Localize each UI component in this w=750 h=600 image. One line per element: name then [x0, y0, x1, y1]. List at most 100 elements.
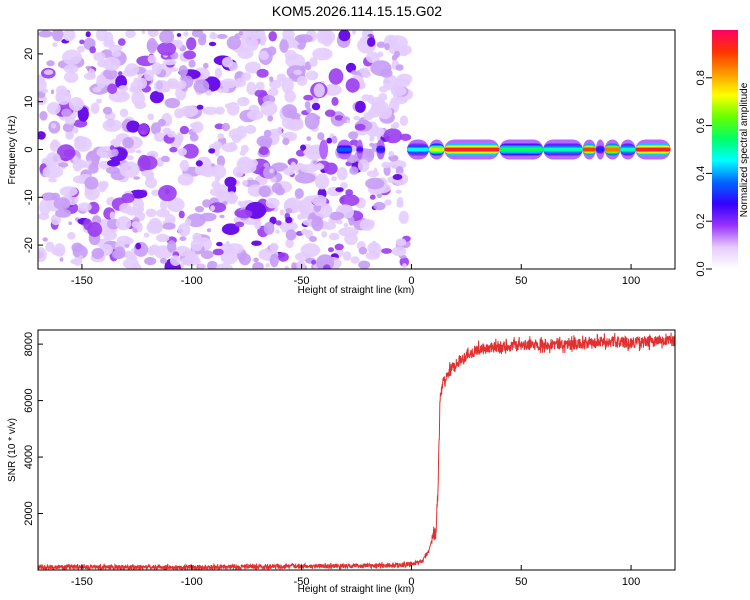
- spectrogram-x-ticks: -150 -100 -50 0 50 100: [71, 264, 640, 287]
- noise-blob: [153, 132, 166, 142]
- noise-blob: [366, 51, 380, 63]
- noise-blob: [206, 228, 212, 233]
- spectrogram-x-tick-label: -150: [71, 275, 93, 287]
- noise-blob: [215, 106, 225, 115]
- noise-blob: [301, 228, 309, 235]
- noise-blob: [300, 164, 318, 174]
- noise-blob: [74, 137, 80, 144]
- noise-blob: [313, 83, 325, 98]
- noise-blob: [269, 128, 283, 137]
- noise-blob: [158, 185, 177, 202]
- noise-blob: [282, 30, 295, 40]
- noise-blob: [210, 205, 216, 212]
- noise-blob: [138, 210, 143, 215]
- noise-blob: [398, 210, 409, 224]
- snr-panel: -150 -100 -50 0 50 100 2000 4000 6000 8000 Heigh…: [7, 329, 676, 595]
- noise-blob: [234, 221, 245, 228]
- noise-blob: [45, 241, 55, 252]
- noise-blob: [131, 91, 146, 106]
- noise-blob: [157, 118, 166, 127]
- noise-blob: [188, 59, 196, 68]
- noise-blob: [179, 159, 190, 172]
- noise-blob: [296, 149, 306, 157]
- spectrogram-y-tick-label: -10: [23, 189, 35, 205]
- noise-blob: [55, 209, 72, 218]
- snr-background: [38, 330, 675, 570]
- snr-x-ticks: -150 -100 -50 0 50 100: [71, 565, 640, 588]
- noise-blob: [131, 221, 142, 229]
- noise-blob: [312, 160, 318, 165]
- noise-blob: [271, 182, 283, 194]
- noise-blob: [366, 72, 372, 77]
- noise-blob: [84, 176, 99, 190]
- noise-blob: [384, 199, 392, 206]
- noise-blob: [244, 124, 257, 134]
- noise-blob: [111, 148, 119, 157]
- noise-blob: [294, 41, 300, 46]
- colorbar-tick-label: 0.6: [695, 118, 707, 133]
- noise-blob: [251, 240, 262, 246]
- noise-blob: [191, 30, 204, 38]
- noise-blob: [179, 236, 187, 242]
- noise-blob: [258, 185, 271, 198]
- noise-blob: [217, 133, 224, 140]
- noise-blob: [39, 111, 48, 121]
- noise-blob: [244, 161, 257, 173]
- noise-blob: [381, 248, 393, 254]
- noise-blob: [38, 247, 47, 263]
- noise-blob: [52, 30, 64, 42]
- noise-blob: [232, 166, 244, 178]
- noise-blob: [311, 102, 321, 111]
- noise-blob: [131, 255, 138, 261]
- noise-blob: [282, 137, 290, 146]
- noise-blob: [216, 155, 226, 167]
- noise-blob: [311, 259, 317, 265]
- noise-blob: [277, 252, 289, 262]
- noise-blob: [297, 214, 304, 220]
- noise-blob: [163, 59, 177, 66]
- noise-blob: [350, 256, 360, 264]
- noise-blob: [167, 240, 177, 253]
- noise-blob: [62, 30, 76, 42]
- noise-blob: [304, 101, 311, 110]
- spectrogram-x-tick-label: -50: [294, 275, 310, 287]
- noise-blob: [85, 31, 91, 38]
- noise-blob: [51, 139, 59, 148]
- noise-blob: [366, 170, 379, 178]
- noise-blob: [400, 45, 412, 55]
- noise-blob: [212, 141, 223, 150]
- snr-x-tick-label: 0: [408, 576, 414, 588]
- noise-blob: [345, 62, 357, 73]
- noise-blob: [55, 89, 72, 105]
- band-segment: [595, 147, 605, 152]
- noise-blob: [179, 163, 184, 167]
- noise-blob: [346, 119, 351, 124]
- noise-blob: [177, 80, 187, 90]
- noise-blob: [300, 243, 321, 258]
- noise-blob: [126, 147, 136, 154]
- noise-blob: [138, 123, 150, 136]
- noise-blob: [53, 197, 71, 210]
- spectrogram-x-label: Height of straight line (km): [298, 285, 415, 296]
- noise-blob: [77, 202, 92, 212]
- noise-blob: [214, 177, 221, 182]
- noise-blob: [269, 242, 279, 252]
- noise-blob: [144, 69, 155, 82]
- noise-blob: [344, 233, 358, 245]
- noise-blob: [194, 164, 213, 176]
- noise-blob: [91, 155, 100, 168]
- band-segment: [376, 147, 386, 152]
- noise-blob: [271, 162, 288, 172]
- noise-blob: [72, 245, 88, 259]
- noise-blob: [103, 68, 118, 80]
- noise-blob: [148, 30, 159, 37]
- spectrogram-y-tick-label: 0: [23, 146, 35, 152]
- noise-blob: [177, 223, 191, 237]
- noise-blob: [119, 108, 129, 118]
- noise-blob: [265, 197, 280, 209]
- noise-blob: [369, 142, 375, 147]
- noise-blob: [331, 176, 337, 182]
- noise-blob: [361, 94, 372, 102]
- noise-blob: [50, 123, 57, 129]
- noise-blob: [345, 189, 354, 196]
